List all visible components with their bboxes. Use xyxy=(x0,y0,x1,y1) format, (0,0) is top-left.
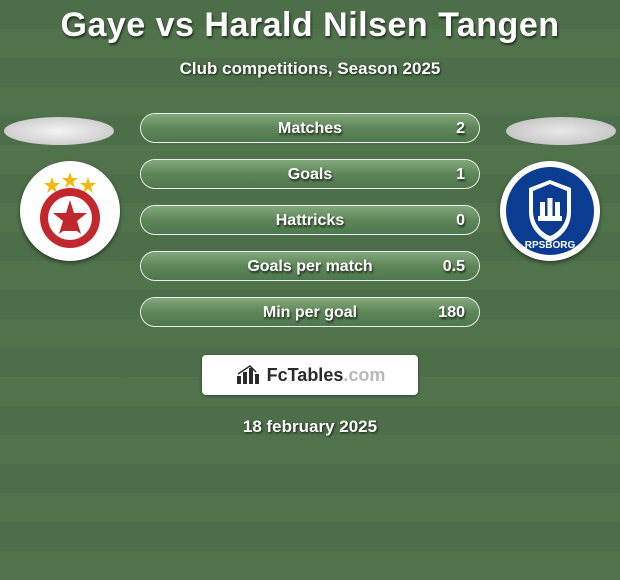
sarpsborg-crest-icon: RPSBORG xyxy=(505,166,595,256)
player-left-shadow-ellipse xyxy=(4,117,114,145)
player-left-crest xyxy=(20,161,120,261)
stat-value: 0.5 xyxy=(443,252,465,280)
stat-row-goals: Goals 1 xyxy=(140,159,480,189)
logo-suffix: .com xyxy=(343,365,385,385)
stat-label: Goals xyxy=(141,160,479,188)
stat-value: 0 xyxy=(456,206,465,234)
player-right-shadow-ellipse xyxy=(506,117,616,145)
stat-row-hattricks: Hattricks 0 xyxy=(140,205,480,235)
player-right-crest: RPSBORG xyxy=(500,161,600,261)
cska-crest-icon xyxy=(25,166,115,256)
fctables-logo: FcTables.com xyxy=(202,355,418,395)
stat-row-min-per-goal: Min per goal 180 xyxy=(140,297,480,327)
stat-label: Hattricks xyxy=(141,206,479,234)
logo-brand: FcTables xyxy=(267,365,344,385)
stat-row-matches: Matches 2 xyxy=(140,113,480,143)
stat-label: Min per goal xyxy=(141,298,479,326)
stat-value: 1 xyxy=(456,160,465,188)
stat-label: Goals per match xyxy=(141,252,479,280)
page-title: Gaye vs Harald Nilsen Tangen xyxy=(0,0,620,45)
stat-row-goals-per-match: Goals per match 0.5 xyxy=(140,251,480,281)
subtitle: Club competitions, Season 2025 xyxy=(0,59,620,79)
stat-label: Matches xyxy=(141,114,479,142)
svg-text:RPSBORG: RPSBORG xyxy=(525,240,576,251)
stat-value: 2 xyxy=(456,114,465,142)
stat-value: 180 xyxy=(438,298,465,326)
date-label: 18 february 2025 xyxy=(0,417,620,437)
comparison-panel: RPSBORG Matches 2 Goals 1 Hattricks 0 Go… xyxy=(0,121,620,351)
logo-text: FcTables.com xyxy=(267,365,386,386)
stats-list: Matches 2 Goals 1 Hattricks 0 Goals per … xyxy=(140,113,480,343)
bar-chart-icon xyxy=(235,364,263,386)
